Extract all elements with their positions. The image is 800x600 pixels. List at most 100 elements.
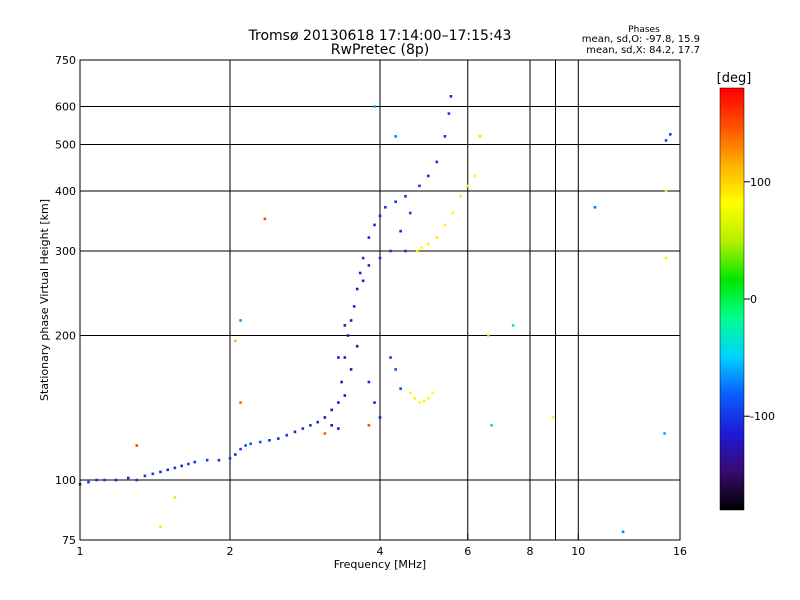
data-point	[234, 339, 237, 343]
data-point	[159, 525, 162, 528]
x-tick-label: 10	[571, 545, 585, 558]
data-point	[95, 478, 98, 482]
data-point	[187, 462, 190, 466]
data-point	[466, 184, 470, 188]
data-point	[451, 211, 455, 215]
data-point	[378, 214, 382, 218]
data-point	[664, 189, 668, 193]
data-point	[367, 264, 371, 267]
data-point	[408, 211, 412, 215]
data-point	[309, 424, 312, 427]
phases-o-stats: mean, sd,O: -97.8, 15.9	[582, 34, 700, 45]
phases-label: Phases	[628, 25, 660, 35]
data-point	[239, 401, 242, 404]
data-points	[78, 95, 672, 534]
data-point	[234, 453, 237, 456]
data-point	[349, 319, 353, 322]
data-point	[159, 470, 162, 474]
colorbar-tick-label: -100	[750, 410, 775, 423]
data-point	[126, 476, 130, 480]
data-point	[330, 408, 334, 412]
x-tick-label: 4	[377, 545, 384, 558]
data-point	[349, 368, 353, 371]
data-point	[361, 256, 365, 260]
data-point	[511, 324, 515, 327]
data-point	[373, 401, 376, 404]
data-point	[404, 249, 407, 253]
data-point	[355, 287, 359, 291]
data-point	[330, 424, 334, 427]
data-point	[669, 133, 672, 136]
x-axis: 1 2 4 6 8 10 16	[77, 534, 687, 558]
data-point	[373, 223, 376, 227]
data-point	[358, 271, 362, 275]
data-point	[258, 440, 262, 444]
data-point	[459, 195, 462, 198]
colorbar-tick-label: 100	[750, 176, 771, 189]
data-point	[551, 416, 555, 419]
data-point	[490, 424, 493, 427]
data-point	[413, 397, 417, 400]
data-point	[361, 279, 365, 283]
data-point	[337, 427, 340, 430]
data-point	[422, 399, 426, 403]
data-point	[268, 438, 271, 442]
colorbar-ticks: 100 0 -100	[744, 176, 775, 423]
data-point	[426, 242, 430, 246]
x-tick-label: 16	[673, 545, 687, 558]
data-point	[394, 135, 397, 138]
data-point	[346, 334, 350, 337]
x-tick-label: 6	[464, 545, 471, 558]
data-point	[404, 195, 407, 198]
data-point	[367, 424, 371, 427]
data-point	[343, 324, 347, 327]
data-point	[316, 420, 320, 424]
y-axis: 75 100 200 300 400 500 600 750	[55, 54, 86, 547]
data-point	[426, 397, 430, 400]
data-point	[389, 249, 392, 253]
data-point	[418, 401, 421, 404]
y-tick-label: 600	[55, 101, 76, 114]
data-point	[343, 356, 347, 359]
chart-subtitle: RwPretec (8p)	[331, 42, 429, 58]
data-point	[228, 456, 232, 460]
y-tick-label: 500	[55, 139, 76, 152]
x-axis-label: Frequency [MHz]	[334, 558, 426, 571]
data-point	[663, 432, 666, 435]
data-point	[420, 246, 423, 249]
data-point	[166, 468, 170, 472]
chart-title: Tromsø 20130618 17:14:00–17:15:43	[248, 28, 512, 44]
x-tick-label: 1	[77, 545, 84, 558]
data-point	[143, 474, 147, 478]
data-point	[263, 217, 267, 221]
x-tick-label: 8	[527, 545, 534, 558]
data-point	[373, 105, 376, 108]
data-point	[87, 480, 90, 484]
y-axis-label: Stationary phase Virtual Height [km]	[38, 199, 51, 401]
grid-lines	[80, 60, 680, 540]
data-point	[389, 356, 392, 359]
y-tick-label: 400	[55, 185, 76, 198]
data-point	[435, 160, 439, 164]
data-point	[621, 530, 625, 534]
data-point	[435, 236, 439, 239]
y-tick-label: 75	[62, 534, 76, 547]
data-point	[664, 256, 668, 260]
data-point	[355, 344, 359, 348]
data-point	[399, 387, 402, 390]
phases-x-stats: mean, sd,X: 84.2, 17.7	[586, 45, 700, 56]
data-point	[103, 478, 106, 482]
data-point	[276, 437, 280, 440]
data-point	[394, 368, 397, 371]
data-point	[173, 496, 177, 499]
data-point	[249, 442, 252, 446]
data-point	[384, 205, 387, 209]
data-point	[447, 112, 451, 115]
data-point	[487, 334, 490, 337]
data-point	[193, 460, 197, 464]
data-point	[473, 174, 477, 178]
data-point	[415, 249, 419, 253]
data-point	[426, 174, 430, 178]
data-point	[173, 466, 177, 470]
